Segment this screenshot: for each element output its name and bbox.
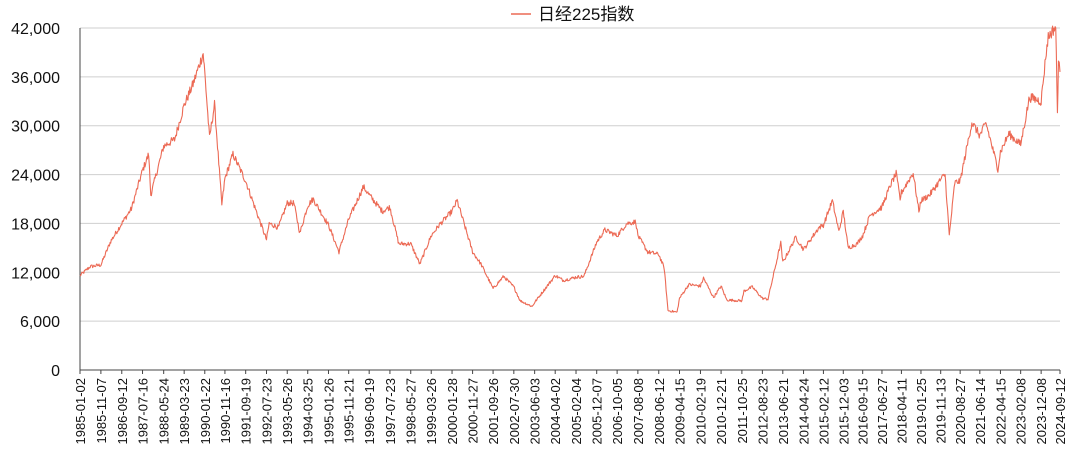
x-tick-label-28: 2008-06-12 xyxy=(652,378,667,445)
x-tick-label-11: 1994-03-25 xyxy=(301,378,316,445)
series-layer xyxy=(79,25,1061,313)
x-axis-ticks: 1985-01-02 1985-11-07 1986-09-12 1987-07-16… xyxy=(73,370,1068,445)
x-tick-label-26: 2006-10-05 xyxy=(610,378,625,445)
y-tick-label-0: 0 xyxy=(51,363,60,380)
x-tick-label-23: 2004-04-02 xyxy=(548,378,563,445)
x-tick-label-29: 2009-04-15 xyxy=(673,378,688,445)
y-tick-label-2: 12,000 xyxy=(11,265,60,282)
x-tick-label-13: 1995-11-21 xyxy=(342,378,357,444)
x-tick-label-45: 2022-04-15 xyxy=(993,378,1008,445)
axes xyxy=(79,28,1060,371)
x-tick-label-48: 2024-09-12 xyxy=(1053,378,1068,445)
legend-label-nikkei: 日经225指数 xyxy=(538,5,634,24)
x-tick-label-19: 2000-11-27 xyxy=(466,378,481,444)
x-tick-label-33: 2012-08-23 xyxy=(755,378,770,445)
x-tick-label-46: 2023-02-08 xyxy=(1014,378,1029,445)
x-tick-label-37: 2015-12-03 xyxy=(836,378,851,445)
x-tick-label-3: 1987-07-16 xyxy=(136,378,151,445)
x-tick-label-43: 2020-08-27 xyxy=(953,378,968,445)
y-tick-label-5: 30,000 xyxy=(11,119,60,136)
x-tick-label-0: 1985-01-02 xyxy=(73,378,88,445)
x-tick-label-40: 2018-04-11 xyxy=(894,378,909,444)
x-tick-label-21: 2002-07-30 xyxy=(507,378,522,445)
x-tick-label-41: 2019-01-25 xyxy=(914,378,929,445)
y-tick-label-3: 18,000 xyxy=(11,216,60,233)
x-tick-label-16: 1998-05-27 xyxy=(404,378,419,445)
x-tick-label-35: 2014-04-24 xyxy=(797,378,812,445)
x-tick-label-20: 2001-09-26 xyxy=(486,378,501,445)
x-tick-label-1: 1985-11-07 xyxy=(94,378,109,444)
x-tick-label-7: 1990-11-16 xyxy=(218,378,233,444)
x-tick-label-34: 2013-06-21 xyxy=(776,378,791,445)
x-tick-label-10: 1993-05-26 xyxy=(280,378,295,445)
y-tick-label-7: 42,000 xyxy=(11,21,60,38)
x-tick-label-47: 2023-12-08 xyxy=(1034,378,1049,445)
x-tick-label-44: 2021-06-14 xyxy=(973,378,988,445)
x-tick-label-25: 2005-12-07 xyxy=(590,378,605,445)
grid-lines xyxy=(80,27,1060,322)
y-tick-label-1: 6,000 xyxy=(20,314,60,331)
y-tick-label-4: 24,000 xyxy=(11,168,60,185)
x-tick-label-14: 1996-09-19 xyxy=(362,378,377,445)
x-tick-label-6: 1990-01-22 xyxy=(198,378,213,445)
x-tick-label-18: 2000-01-28 xyxy=(445,378,460,445)
x-tick-label-39: 2017-06-27 xyxy=(875,378,890,445)
x-tick-label-27: 2007-08-08 xyxy=(631,378,646,445)
x-tick-label-22: 2003-06-03 xyxy=(528,378,543,445)
x-tick-label-38: 2016-09-15 xyxy=(856,378,871,445)
x-tick-label-12: 1995-01-26 xyxy=(321,378,336,445)
x-tick-label-5: 1989-03-23 xyxy=(177,378,192,445)
x-tick-label-32: 2011-10-25 xyxy=(735,378,750,444)
x-tick-label-24: 2005-02-04 xyxy=(569,378,584,445)
y-tick-label-6: 36,000 xyxy=(11,70,60,87)
x-tick-label-36: 2015-02-12 xyxy=(816,378,831,445)
x-tick-label-2: 1986-09-12 xyxy=(115,378,130,445)
x-tick-label-9: 1992-07-23 xyxy=(259,378,274,445)
x-tick-label-8: 1991-09-19 xyxy=(239,378,254,445)
x-tick-label-4: 1988-05-24 xyxy=(157,378,172,445)
x-tick-label-17: 1999-03-26 xyxy=(424,378,439,445)
x-tick-label-42: 2019-11-13 xyxy=(934,378,949,444)
series-line-0 xyxy=(79,25,1061,313)
x-tick-label-31: 2010-12-21 xyxy=(714,378,729,445)
y-axis-ticks: 0 6,000 12,000 18,000 24,000 30,000 36,000 42,0… xyxy=(11,21,60,380)
legend[interactable]: 日经225指数 xyxy=(511,5,634,24)
x-tick-label-15: 1997-07-23 xyxy=(383,378,398,445)
x-tick-label-30: 2010-02-19 xyxy=(693,378,708,445)
